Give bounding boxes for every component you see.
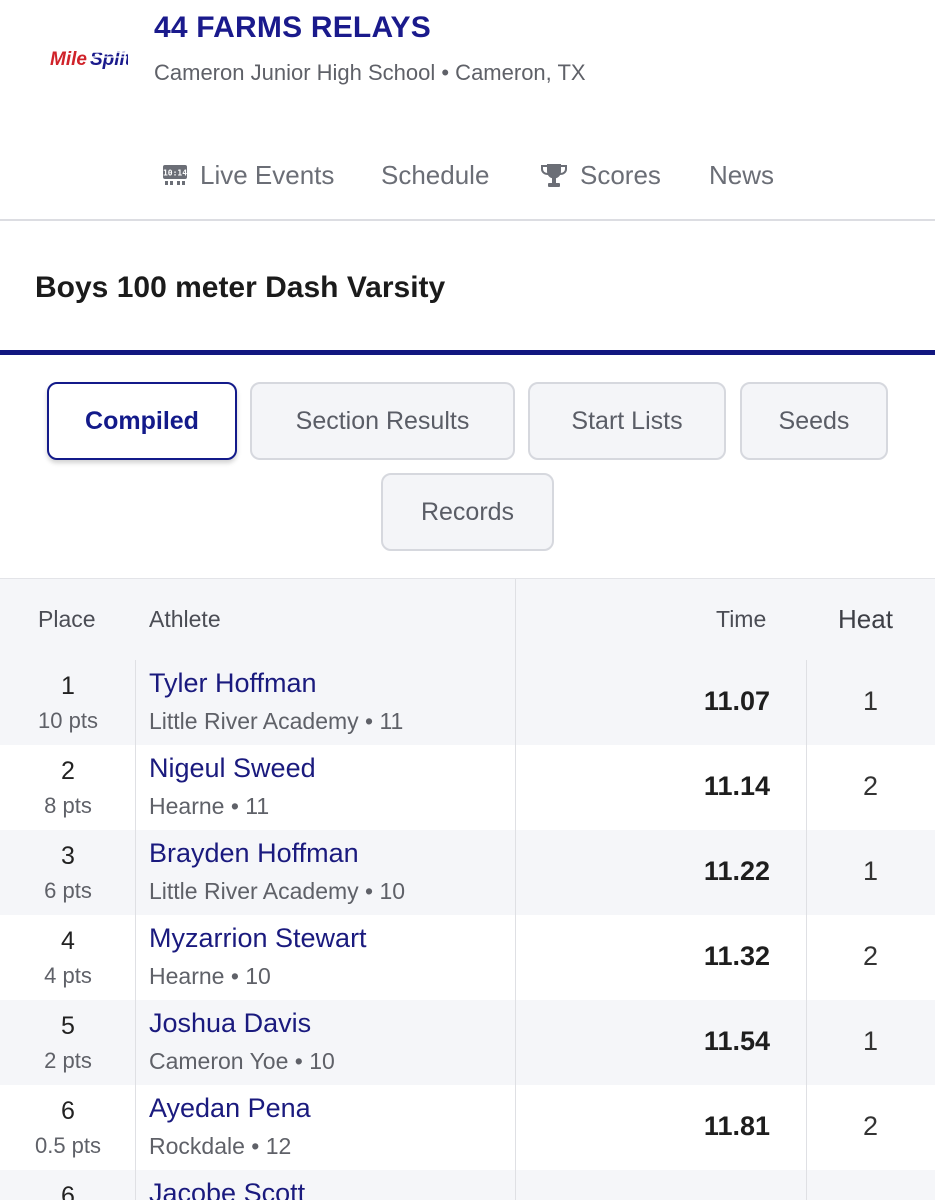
header-heat[interactable]: Heat (838, 604, 893, 634)
heat-number: 1 (862, 1026, 879, 1056)
meet-location: Cameron Junior High School • Cameron, TX (154, 60, 586, 85)
table-row: 1 10 pts Tyler Hoffman Little River Acad… (0, 660, 935, 745)
place-number: 6 (61, 1182, 75, 1200)
tab-start-lists[interactable]: Start Lists (528, 382, 726, 460)
table-header: Place Athlete Time Heat (0, 579, 935, 660)
result-time: 11.81 (703, 1111, 770, 1141)
result-time: 11.14 (703, 771, 770, 801)
svg-text:10:14: 10:14 (163, 169, 187, 178)
header-athlete[interactable]: Athlete (149, 606, 221, 632)
tab-records-label: Records (420, 497, 515, 526)
table-row: 5 2 pts Joshua Davis Cameron Yoe • 10 11… (0, 1000, 935, 1085)
tab-compiled-label: Compiled (85, 406, 199, 435)
athlete-team-grade: Rockdale • 12 (149, 1133, 292, 1159)
team-points: 4 pts (44, 963, 92, 988)
table-row: 4 4 pts Myzarrion Stewart Hearne • 10 11… (0, 915, 935, 1000)
svg-text:Mile: Mile (50, 49, 87, 70)
column-divider (515, 579, 516, 1200)
athlete-team-grade: Hearne • 10 (149, 963, 271, 989)
tab-seeds-label: Seeds (778, 406, 850, 435)
place-number: 6 (61, 1097, 75, 1125)
result-time: 11.22 (703, 856, 770, 886)
tab-compiled[interactable]: Compiled (47, 382, 237, 460)
place-number: 5 (61, 1012, 75, 1040)
team-points: 6 pts (44, 878, 92, 903)
results-table: Place Athlete Time Heat 1 10 pts Tyler H… (0, 578, 935, 1200)
event-header: Boys 100 meter Dash Varsity (0, 223, 935, 350)
heat-number: 2 (862, 941, 879, 971)
nav-live-events-label: Live Events (200, 159, 335, 190)
heat-number: 1 (862, 686, 879, 716)
place-number: 1 (61, 672, 75, 700)
athlete-name-link[interactable]: Brayden Hoffman (149, 838, 359, 868)
nav-live-events[interactable]: 10:14 Live Events (162, 155, 334, 195)
athlete-name-link[interactable]: Joshua Davis (149, 1008, 312, 1038)
meet-nav: 10:14 Live Events Schedule (0, 155, 935, 195)
milesplit-logo[interactable]: Mile Split (50, 38, 132, 78)
heat-number: 2 (862, 1111, 879, 1141)
athlete-team-grade: Little River Academy • 11 (149, 708, 404, 734)
place-number: 4 (61, 927, 75, 955)
athlete-team-grade: Cameron Yoe • 10 (149, 1048, 335, 1074)
scoreboard-icon: 10:14 (162, 164, 188, 186)
team-points: 10 pts (38, 708, 98, 733)
tab-start-lists-label: Start Lists (571, 406, 683, 435)
athlete-name-link[interactable]: Ayedan Pena (149, 1093, 311, 1123)
athlete-name-link[interactable]: Myzarrion Stewart (149, 923, 367, 953)
column-divider (806, 660, 807, 1200)
milesplit-logo-graphic: Mile Split (50, 49, 132, 70)
site-header: Mile Split 44 FARMS RELAYS Cameron Junio… (0, 0, 935, 221)
event-divider (0, 350, 935, 355)
athlete-team-grade: Hearne • 11 (149, 793, 270, 819)
table-row: 3 6 pts Brayden Hoffman Little River Aca… (0, 830, 935, 915)
meet-title[interactable]: 44 FARMS RELAYS (154, 11, 431, 44)
trophy-icon (540, 162, 568, 188)
result-time: 11.32 (703, 941, 770, 971)
table-row: 2 8 pts Nigeul Sweed Hearne • 11 11.14 2 (0, 745, 935, 830)
event-title: Boys 100 meter Dash Varsity (35, 271, 446, 304)
place-number: 2 (61, 757, 75, 785)
heat-number: 1 (862, 856, 879, 886)
header-place[interactable]: Place (38, 606, 96, 632)
table-row: 6 0.5 pts Ayedan Pena Rockdale • 12 11.8… (0, 1085, 935, 1170)
heat-number: 2 (862, 771, 879, 801)
column-divider (135, 660, 136, 1200)
nav-scores-label: Scores (580, 159, 661, 190)
svg-text:Split: Split (90, 49, 128, 70)
result-time: 11.07 (703, 686, 770, 716)
tab-records[interactable]: Records (381, 473, 554, 551)
nav-schedule-label: Schedule (381, 159, 490, 190)
nav-schedule[interactable]: Schedule (381, 155, 489, 195)
tab-section-results-label: Section Results (295, 406, 470, 435)
team-points: 8 pts (44, 793, 92, 818)
nav-news[interactable]: News (709, 155, 774, 195)
tab-section-results[interactable]: Section Results (250, 382, 515, 460)
place-number: 3 (61, 842, 75, 870)
athlete-name-link[interactable]: Jacobe Scott (149, 1178, 306, 1200)
athlete-team-grade: Little River Academy • 10 (149, 878, 406, 904)
table-row: 6 Jacobe Scott (0, 1170, 935, 1200)
athlete-name-link[interactable]: Tyler Hoffman (149, 668, 317, 698)
result-time: 11.54 (703, 1026, 770, 1056)
team-points: 0.5 pts (34, 1133, 102, 1158)
nav-news-label: News (709, 159, 775, 190)
tab-seeds[interactable]: Seeds (740, 382, 888, 460)
header-time[interactable]: Time (716, 606, 767, 632)
team-points: 2 pts (44, 1048, 92, 1073)
nav-scores[interactable]: Scores (540, 155, 661, 195)
athlete-name-link[interactable]: Nigeul Sweed (149, 753, 316, 783)
